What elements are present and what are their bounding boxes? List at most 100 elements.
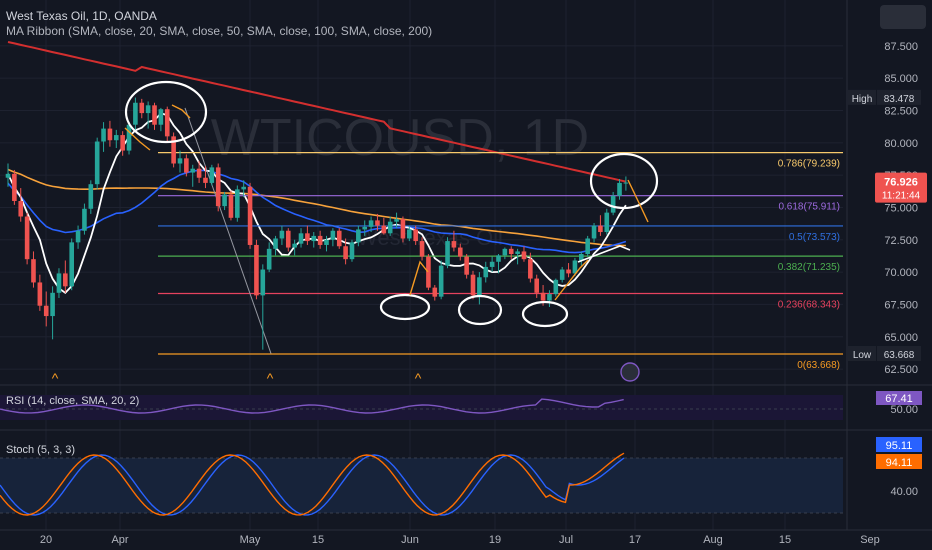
candle-95	[610, 191, 616, 216]
fib-trend-line	[184, 107, 272, 354]
rsi-tick: 50.00	[890, 404, 918, 416]
price-tick-10: 62.500	[884, 364, 918, 376]
candle-38	[247, 182, 253, 249]
high-label: High	[852, 94, 873, 105]
candle-25	[164, 106, 170, 142]
stoch-k-value: 95.11	[886, 440, 913, 452]
candle-3	[24, 212, 30, 265]
candle-15	[101, 122, 106, 152]
time-tick-0: 20	[40, 534, 52, 546]
candle-34	[222, 191, 227, 211]
time-tick-5: 19	[489, 534, 501, 546]
watermark: WTICOUSD, 1D	[211, 109, 589, 167]
candle-48	[311, 232, 317, 248]
candle-24	[158, 107, 164, 132]
candle-4	[31, 251, 36, 288]
candle-0	[5, 163, 11, 187]
stoch-k-line	[0, 454, 625, 516]
candle-49	[317, 230, 323, 249]
price-tick-6: 72.500	[884, 235, 918, 247]
fib-label-2: 0.5(73.573)	[789, 232, 840, 243]
candle-10	[69, 238, 74, 291]
candle-5	[37, 274, 43, 311]
candle-94	[604, 208, 610, 235]
candle-90	[579, 251, 584, 266]
time-tick-4: Jun	[401, 534, 419, 546]
annotation-circle-low-2	[457, 294, 503, 326]
fib-label-4: 0.236(68.343)	[778, 300, 840, 311]
rsi-value: 67.41	[885, 393, 913, 405]
candle-77	[496, 254, 501, 274]
candle-33	[215, 163, 221, 212]
toolbar-button[interactable]	[880, 5, 926, 29]
candle-37	[241, 180, 246, 198]
candle-68	[438, 260, 444, 300]
candle-51	[330, 228, 336, 247]
candle-85	[547, 290, 552, 308]
event-icon	[620, 362, 640, 382]
candle-39	[254, 239, 259, 300]
candle-23	[152, 102, 157, 130]
rsi-value-bg	[876, 391, 922, 405]
price-tick-1: 85.000	[884, 73, 918, 85]
candle-97	[623, 176, 629, 191]
candle-1	[12, 169, 17, 205]
candle-57	[368, 216, 374, 233]
candle-41	[266, 242, 272, 273]
candle-6	[43, 291, 49, 327]
candle-27	[177, 150, 183, 173]
candle-56	[362, 220, 368, 236]
low-label-bg	[848, 345, 876, 361]
candle-19	[126, 122, 132, 155]
annotation-circle-low-3	[521, 300, 569, 328]
fib-label-5: 0(63.668)	[797, 360, 840, 371]
price-tick-9: 65.000	[884, 332, 918, 344]
candle-65	[419, 237, 425, 261]
candle-31	[203, 166, 208, 189]
candle-63	[407, 225, 412, 242]
candle-73	[470, 270, 476, 300]
ma-ribbon-legend[interactable]: MA Ribbon (SMA, close, 20, SMA, close, 5…	[6, 24, 433, 38]
candle-91	[585, 235, 590, 257]
candle-58	[375, 213, 380, 231]
annotation-arrow-4	[554, 259, 589, 301]
stoch-d-line	[0, 452, 625, 516]
current-price: 76.926	[884, 177, 918, 189]
time-tick-9: 15	[779, 534, 791, 546]
candle-59	[381, 217, 387, 235]
low-value: 63.668	[884, 350, 915, 361]
candle-47	[305, 225, 310, 245]
low-value-bg	[877, 345, 921, 361]
candle-88	[566, 263, 571, 278]
candle-96	[617, 179, 622, 200]
candle-83	[534, 274, 540, 298]
stoch-d-value: 94.11	[886, 457, 913, 469]
candle-53	[343, 238, 348, 265]
stoch-d-bg	[876, 454, 922, 469]
fib-label-3: 0.382(71.235)	[778, 262, 840, 273]
annotation-circle-low-1	[379, 293, 431, 321]
stoch-band	[0, 458, 843, 513]
candle-7	[50, 286, 55, 340]
candle-75	[483, 261, 489, 283]
chart-title: West Texas Oil, 1D, OANDA	[6, 9, 157, 23]
candle-13	[88, 180, 94, 214]
earnings-marker-1: ^	[267, 370, 274, 386]
ma200-line	[7, 41, 627, 183]
candle-44	[285, 228, 291, 252]
annotation-arrow-5	[627, 179, 649, 223]
candle-72	[464, 254, 469, 279]
candle-42	[273, 235, 278, 256]
candle-11	[75, 225, 81, 249]
candle-81	[521, 246, 527, 262]
candle-16	[107, 120, 113, 147]
price-tick-3: 80.000	[884, 138, 918, 150]
high-value-bg	[877, 89, 921, 105]
fib-label-0: 0.786(79.239)	[778, 159, 840, 170]
price-tick-2: 82.500	[884, 106, 918, 118]
candle-52	[336, 228, 342, 249]
candle-61	[394, 212, 399, 229]
candle-14	[94, 137, 100, 190]
candle-78	[502, 247, 508, 260]
